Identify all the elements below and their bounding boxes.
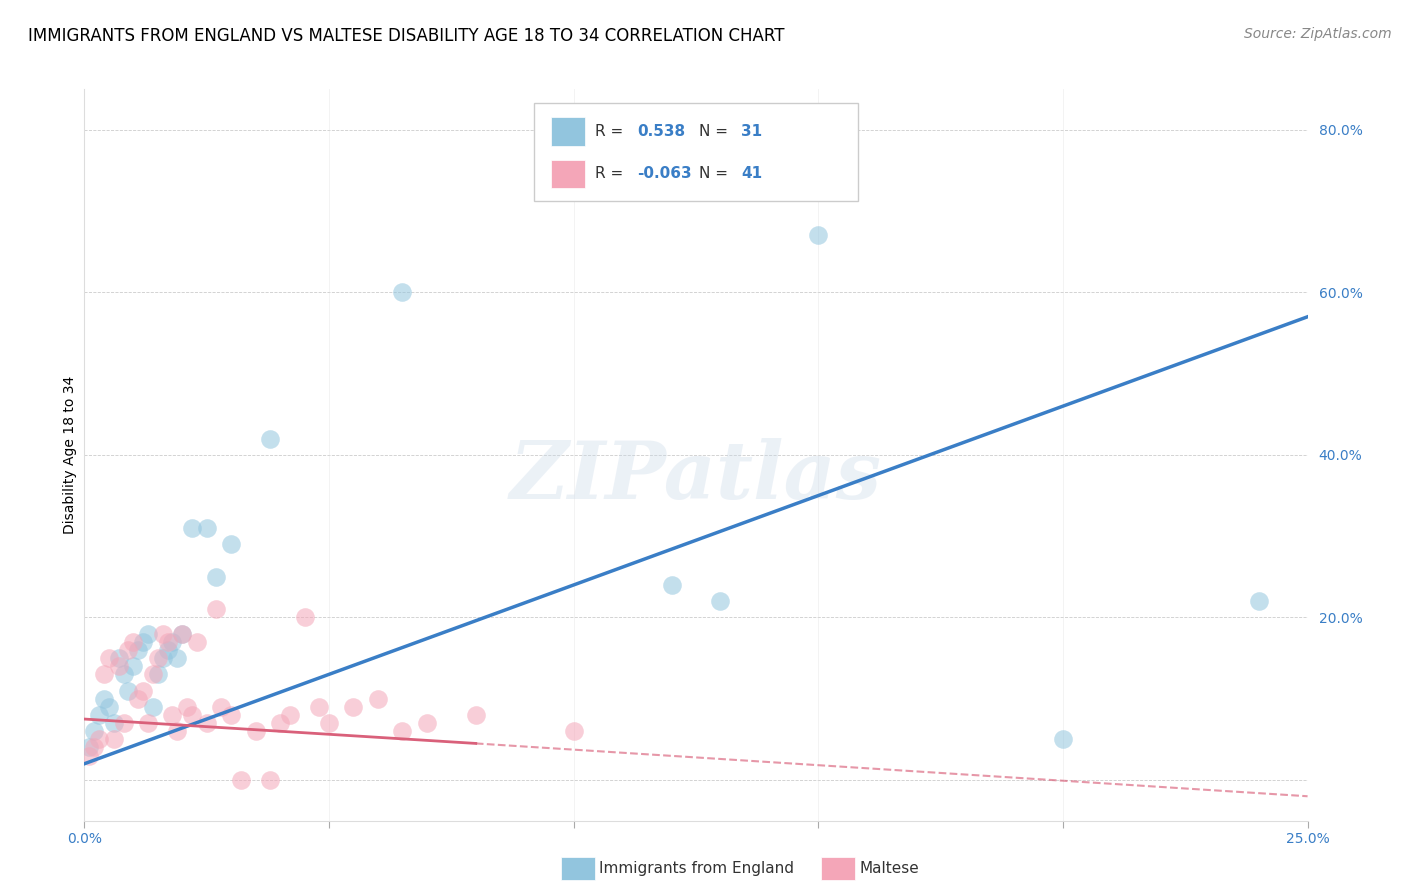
Text: ZIPatlas: ZIPatlas — [510, 438, 882, 516]
Point — [97, 651, 120, 665]
Text: R =: R = — [595, 124, 628, 139]
Point — [122, 635, 145, 649]
Point — [181, 521, 204, 535]
Point — [219, 708, 242, 723]
Point — [87, 732, 110, 747]
Point — [112, 716, 135, 731]
Point — [127, 691, 149, 706]
Y-axis label: Disability Age 18 to 34: Disability Age 18 to 34 — [63, 376, 77, 534]
Point — [209, 699, 232, 714]
Point — [308, 699, 330, 714]
Point — [391, 285, 413, 300]
Point — [103, 716, 125, 731]
Point — [117, 643, 139, 657]
Point — [127, 643, 149, 657]
Text: 31: 31 — [741, 124, 762, 139]
Point — [146, 651, 169, 665]
Point — [97, 699, 120, 714]
Point — [318, 716, 340, 731]
Point — [136, 716, 159, 731]
Text: N =: N = — [699, 167, 733, 181]
Point — [562, 724, 585, 739]
Point — [229, 772, 252, 787]
Point — [186, 635, 208, 649]
Point — [107, 651, 129, 665]
Point — [136, 626, 159, 640]
Point — [807, 228, 830, 243]
Point — [416, 716, 439, 731]
Point — [146, 667, 169, 681]
Text: Maltese: Maltese — [859, 862, 918, 876]
Point — [176, 699, 198, 714]
Point — [195, 521, 218, 535]
Point — [367, 691, 389, 706]
Point — [83, 724, 105, 739]
Point — [142, 699, 165, 714]
Point — [117, 683, 139, 698]
Point — [464, 708, 486, 723]
Text: 0.538: 0.538 — [637, 124, 685, 139]
Point — [142, 667, 165, 681]
Point — [259, 432, 281, 446]
Point — [269, 716, 291, 731]
Text: 41: 41 — [741, 167, 762, 181]
Text: N =: N = — [699, 124, 733, 139]
Point — [77, 748, 100, 763]
Point — [709, 594, 731, 608]
Point — [152, 651, 174, 665]
Point — [77, 740, 100, 755]
Point — [166, 724, 188, 739]
Point — [156, 635, 179, 649]
Point — [93, 667, 115, 681]
Point — [162, 635, 184, 649]
Point — [342, 699, 364, 714]
Point — [122, 659, 145, 673]
Point — [87, 708, 110, 723]
Point — [219, 537, 242, 551]
Point — [83, 740, 105, 755]
Point — [107, 659, 129, 673]
Point — [156, 643, 179, 657]
Text: R =: R = — [595, 167, 628, 181]
Point — [259, 772, 281, 787]
Point — [1052, 732, 1074, 747]
Point — [661, 578, 683, 592]
Point — [294, 610, 316, 624]
Point — [245, 724, 267, 739]
Point — [112, 667, 135, 681]
Point — [103, 732, 125, 747]
Point — [1247, 594, 1270, 608]
Point — [172, 626, 194, 640]
Text: -0.063: -0.063 — [637, 167, 692, 181]
Point — [166, 651, 188, 665]
Point — [172, 626, 194, 640]
Point — [278, 708, 301, 723]
Point — [195, 716, 218, 731]
Point — [181, 708, 204, 723]
Point — [132, 635, 155, 649]
Point — [205, 570, 228, 584]
Point — [205, 602, 228, 616]
Point — [152, 626, 174, 640]
Text: Source: ZipAtlas.com: Source: ZipAtlas.com — [1244, 27, 1392, 41]
Point — [391, 724, 413, 739]
Point — [132, 683, 155, 698]
Point — [93, 691, 115, 706]
Point — [162, 708, 184, 723]
Text: Immigrants from England: Immigrants from England — [599, 862, 794, 876]
Text: IMMIGRANTS FROM ENGLAND VS MALTESE DISABILITY AGE 18 TO 34 CORRELATION CHART: IMMIGRANTS FROM ENGLAND VS MALTESE DISAB… — [28, 27, 785, 45]
